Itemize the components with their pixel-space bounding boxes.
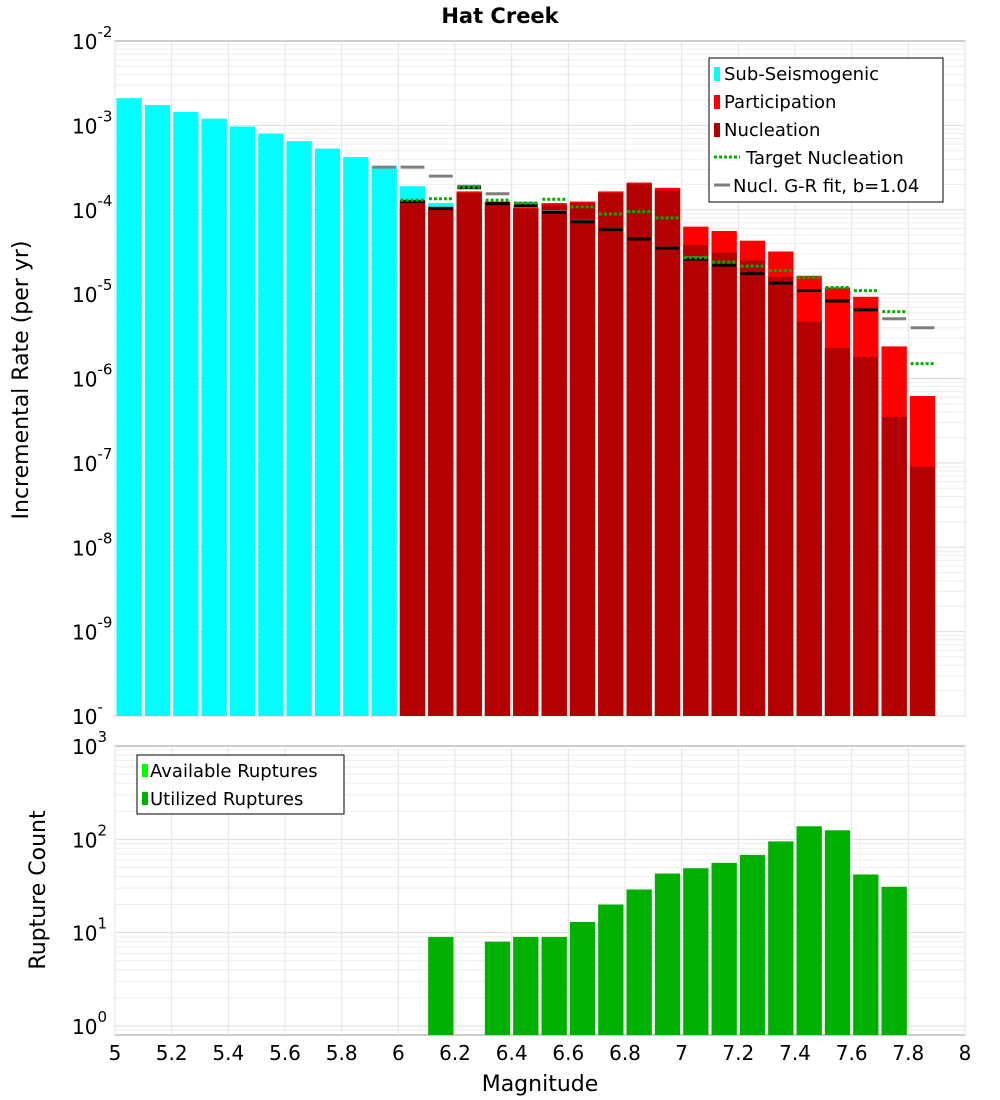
- x-tick-label: 7.2: [722, 1041, 754, 1065]
- legend-participation-swatch: [714, 95, 720, 109]
- utilized-ruptures-bar: [598, 904, 624, 1035]
- nucleation-bar: [513, 208, 539, 716]
- x-tick-label: 5: [109, 1041, 122, 1065]
- nucleation-bar: [853, 356, 879, 716]
- rate-y-axis-label: Incremental Rate (per yr): [9, 241, 34, 520]
- nucleation-bar: [881, 416, 907, 716]
- utilized-ruptures-bar: [796, 826, 822, 1035]
- x-tick-label: 7.4: [779, 1041, 811, 1065]
- rate-plot-markers: [372, 165, 935, 366]
- sub-seismogenic-bar: [229, 126, 256, 716]
- utilized-ruptures-bar: [541, 936, 567, 1035]
- sub-seismogenic-bar: [144, 105, 171, 716]
- x-tick-label: 6.8: [609, 1041, 641, 1065]
- nucleation-bar: [569, 203, 596, 716]
- legend-sub-seismogenic-swatch: [714, 67, 720, 81]
- utilized-ruptures-bar: [824, 830, 851, 1035]
- utilized-ruptures-bar: [428, 936, 454, 1035]
- rate-plot-grid: [114, 41, 966, 717]
- x-tick-label: 8: [959, 1041, 972, 1065]
- sub-seismogenic-bar: [314, 148, 341, 716]
- x-tick-label: 6.2: [439, 1041, 471, 1065]
- x-tick-label: 7.8: [892, 1041, 924, 1065]
- x-tick-label: 5.8: [326, 1041, 358, 1065]
- x-tick-label: 7: [675, 1041, 688, 1065]
- rate-legend-box: [708, 57, 944, 203]
- x-tick-label: 7.6: [836, 1041, 868, 1065]
- nucleation-bar: [654, 190, 681, 717]
- rupture-plot-bars: [428, 826, 907, 1035]
- x-tick-label: 6.6: [552, 1041, 584, 1065]
- sub-seismogenic-bar: [201, 118, 227, 716]
- nucleation-bar: [399, 201, 426, 716]
- utilized-ruptures-bar: [881, 886, 907, 1035]
- sub-seismogenic-bar: [173, 112, 199, 716]
- sub-seismogenic-bar: [286, 141, 312, 717]
- legend-target-nucleation: Target Nucleation: [745, 148, 904, 169]
- nucleation-bar: [768, 276, 794, 716]
- x-tick-label: 5.4: [212, 1041, 244, 1065]
- nucleation-bar: [484, 203, 511, 716]
- nucleation-bar: [428, 207, 454, 716]
- utilized-ruptures-bar: [484, 941, 511, 1035]
- nucleation-bar: [711, 252, 737, 716]
- utilized-ruptures-bar: [513, 936, 539, 1035]
- rupture-legend-box: [136, 754, 345, 815]
- chart-title: Hat Creek: [441, 4, 559, 28]
- utilized-ruptures-bar: [768, 841, 794, 1035]
- x-tick-label: 6.4: [496, 1041, 528, 1065]
- utilized-ruptures-bar: [853, 874, 879, 1035]
- legend-participation: Participation: [724, 92, 836, 113]
- legend-nucleation-swatch: [714, 123, 720, 137]
- utilized-ruptures-bar: [654, 873, 681, 1035]
- x-tick-label: 5.6: [269, 1041, 301, 1065]
- count-y-axis-label: Rupture Count: [26, 810, 51, 970]
- x-tick-label: 5.2: [156, 1041, 188, 1065]
- nucleation-bar: [683, 245, 709, 717]
- rate-plot-bars: [116, 98, 936, 717]
- nucleation-bar: [824, 347, 851, 716]
- nucleation-bar: [909, 466, 936, 716]
- utilized-ruptures-bar: [683, 868, 709, 1035]
- sub-seismogenic-bar: [371, 166, 397, 717]
- legend-gr-fit: Nucl. G-R fit, b=1.04: [733, 176, 919, 197]
- utilized-ruptures-bar: [626, 889, 652, 1035]
- utilized-ruptures-bar: [569, 922, 596, 1035]
- rupture-plot-x-ticks: 5 5.2 5.4 5.6 5.8 6 6.2 6.4 6.6 6.8 7 7.2 7.4 7.6 7.8 8: [109, 1041, 972, 1065]
- nucleation-bar: [598, 192, 624, 717]
- legend-available-swatch: [142, 764, 148, 777]
- legend-utilized-swatch: [142, 792, 148, 805]
- sub-seismogenic-bar: [343, 157, 369, 717]
- legend-available-ruptures: Available Ruptures: [150, 761, 318, 782]
- x-tick-label: 6: [392, 1041, 405, 1065]
- legend-nucleation: Nucleation: [724, 120, 820, 141]
- sub-seismogenic-bar: [116, 98, 142, 716]
- x-axis-label: Magnitude: [482, 1072, 599, 1097]
- legend-sub-seismogenic: Sub-Seismogenic: [724, 64, 879, 85]
- nucleation-bar: [739, 260, 766, 716]
- sub-seismogenic-bar: [258, 133, 284, 717]
- rate-legend: Sub-Seismogenic Participation Nucleation…: [708, 57, 944, 203]
- utilized-ruptures-bar: [711, 862, 737, 1035]
- rupture-plot-grid: [114, 746, 966, 1035]
- nucleation-bar: [541, 205, 567, 717]
- rupture-legend: Available Ruptures Utilized Ruptures: [136, 754, 345, 815]
- nucleation-bar: [456, 192, 482, 717]
- legend-utilized-ruptures: Utilized Ruptures: [150, 789, 303, 810]
- nucleation-bar: [796, 321, 822, 716]
- utilized-ruptures-bar: [739, 854, 766, 1035]
- nucleation-bar: [626, 184, 652, 717]
